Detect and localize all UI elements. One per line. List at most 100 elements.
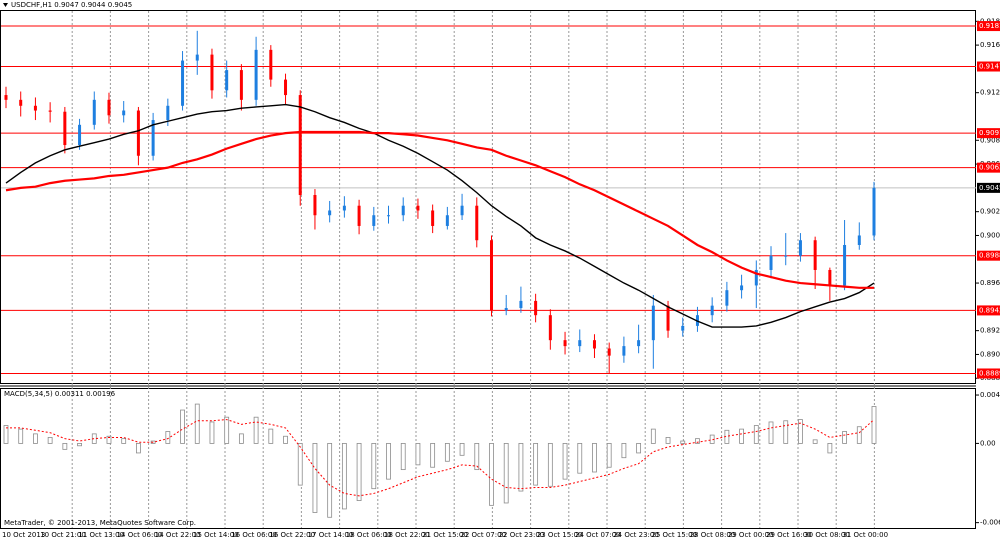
candle-body <box>342 205 346 211</box>
y-tick-label: 0.9085 <box>980 136 1000 144</box>
macd-bar <box>136 443 141 454</box>
candle-body <box>4 95 8 100</box>
candle-body <box>92 99 96 125</box>
macd-bar <box>33 433 38 444</box>
macd-bar <box>47 437 53 444</box>
candle-body <box>33 105 37 111</box>
macd-bar <box>547 443 553 487</box>
macd-bar <box>592 443 597 473</box>
macd-bar <box>194 403 200 444</box>
y-tick-label: -0.00665 <box>980 519 1000 527</box>
level-label: 0.8988 <box>979 252 1000 260</box>
y-tick-label: 0.00406 <box>980 391 1000 399</box>
macd-bar <box>533 443 539 486</box>
macd-bar <box>327 443 333 518</box>
x-tick-label: 17 Oct 14:00 <box>308 531 354 539</box>
candle-body <box>225 70 229 91</box>
candle-body <box>328 210 332 216</box>
candle-body <box>548 315 552 341</box>
candle-body <box>78 124 82 146</box>
level-label-box <box>977 61 1000 72</box>
level-label: 0.8889 <box>979 369 1000 377</box>
macd-bar <box>636 443 642 454</box>
macd-bar <box>474 443 480 471</box>
candle-body <box>431 210 435 226</box>
x-tick-label: 14 Oct 22:00 <box>155 531 201 539</box>
macd-bar <box>606 443 612 468</box>
candle-body <box>857 235 861 245</box>
candle-body <box>740 285 744 291</box>
x-tick-label: 25 Oct 15:00 <box>651 531 697 539</box>
x-tick-label: 21 Oct 15:00 <box>422 531 468 539</box>
x-tick-label: 23 Oct 15:00 <box>537 531 583 539</box>
level-label: 0.9181 <box>979 22 1000 30</box>
candle-body <box>357 205 361 226</box>
macd-bar <box>400 443 406 471</box>
macd-bar <box>430 443 436 468</box>
y-tick-label: 0.8965 <box>980 279 1000 287</box>
candle-body <box>725 290 729 306</box>
candle-body <box>504 308 508 311</box>
x-tick-label: 24 Oct 23:00 <box>613 531 659 539</box>
level-label: 0.9091 <box>979 129 1000 137</box>
candle-body <box>445 215 449 226</box>
x-tick-label: 18 Oct 06:00 <box>346 531 392 539</box>
macd-bar <box>106 435 112 444</box>
candle-body <box>372 215 376 226</box>
macd-bar <box>518 443 524 492</box>
macd-signal <box>6 419 875 497</box>
candle-body <box>210 54 214 91</box>
macd-bar <box>459 443 465 456</box>
candle-body <box>592 340 596 349</box>
macd-bar <box>77 443 82 447</box>
moving-average <box>5 130 874 289</box>
level-label-box <box>977 250 1000 261</box>
macd-bar <box>297 443 303 486</box>
macd-bar <box>253 416 259 444</box>
candle-body <box>181 60 185 106</box>
macd-bar <box>871 406 877 444</box>
candle-body <box>195 54 199 61</box>
candle-body <box>269 49 273 80</box>
level-label: 0.9062 <box>979 164 1000 172</box>
candle-body <box>798 240 802 256</box>
macd-bar <box>621 443 627 459</box>
macd-bar <box>386 443 391 480</box>
level-label-box <box>977 305 1000 316</box>
candle-body <box>828 269 832 286</box>
x-tick-label: 18 Oct 22:00 <box>384 531 430 539</box>
macd-bar <box>827 443 833 454</box>
candle-body <box>607 348 611 356</box>
macd-bar <box>341 443 347 510</box>
symbol-menu-icon[interactable] <box>3 3 8 7</box>
level-label-box <box>977 162 1000 173</box>
x-tick-label: 16 Oct 06:00 <box>231 531 277 539</box>
candle-body <box>784 255 788 257</box>
candle-body <box>637 340 641 347</box>
macd-bar <box>312 443 318 513</box>
macd-bar <box>562 443 568 480</box>
macd-bar <box>783 420 789 444</box>
macd-bar <box>121 438 127 444</box>
candle-body <box>63 111 67 146</box>
candle-body <box>475 205 479 241</box>
candle-body <box>19 99 23 106</box>
level-label-box <box>977 128 1000 139</box>
candle-body <box>666 305 670 331</box>
candle-body <box>489 240 493 311</box>
candle-body <box>48 110 52 112</box>
candle-body <box>387 215 391 217</box>
macd-bar <box>680 440 686 444</box>
macd-bar <box>489 443 494 506</box>
macd-bar <box>739 428 744 444</box>
candle-body <box>313 195 317 216</box>
level-label-box <box>977 21 1000 32</box>
candle-body <box>769 255 773 270</box>
x-tick-label: 15 Oct 14:00 <box>193 531 239 539</box>
candle-body <box>298 95 302 196</box>
candle-body <box>754 269 758 286</box>
x-tick-label: 22 Oct 07:00 <box>460 531 506 539</box>
chart-title: USDCHF,H1 0.9047 0.9044 0.9045 <box>11 1 132 9</box>
